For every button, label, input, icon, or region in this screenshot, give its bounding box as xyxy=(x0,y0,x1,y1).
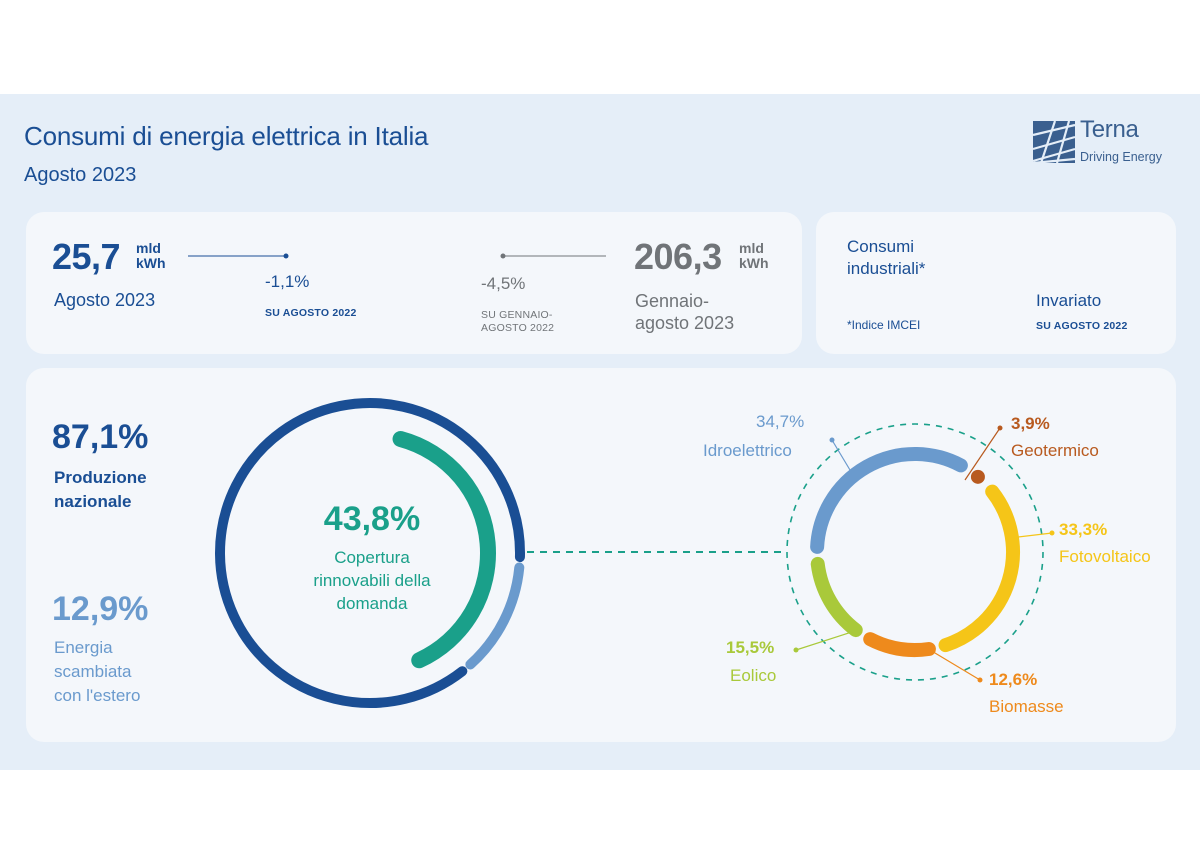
geo-pct: 3,9% xyxy=(1011,414,1050,433)
wind-arc xyxy=(810,556,863,638)
month-unit-line1: mld xyxy=(136,240,161,256)
ytd-change-arrow-dot xyxy=(500,253,506,259)
renewable-coverage-line1: Copertura xyxy=(334,548,410,567)
national-production-line2: nazionale xyxy=(54,492,132,511)
month-consumption-value: 25,7 xyxy=(52,236,121,277)
national-production-label: Produzione nazionale xyxy=(54,466,147,514)
solar-leader-dot xyxy=(1049,530,1055,536)
foreign-exchange-label: Energia scambiata con l'estero xyxy=(54,636,140,708)
month-unit: mld kWh xyxy=(136,241,166,271)
bio-pct: 12,6% xyxy=(989,670,1038,689)
month-label: Agosto 2023 xyxy=(54,290,156,310)
hydro-leader xyxy=(831,439,854,476)
industrial-status-ref: SU AGOSTO 2022 xyxy=(1036,320,1128,332)
renewable-coverage-line2: rinnovabili della xyxy=(313,571,431,590)
ytd-label-line2: agosto 2023 xyxy=(635,313,735,333)
industrial-status: Invariato xyxy=(1036,291,1102,310)
renewable-coverage-line3: domanda xyxy=(336,594,408,613)
summary-card xyxy=(26,212,802,354)
wind-leader xyxy=(795,629,859,651)
industrial-label-line1: Consumi xyxy=(847,237,915,256)
national-production-arc xyxy=(215,398,525,708)
bio-label: Biomasse xyxy=(989,697,1064,716)
solar-leader xyxy=(1009,532,1053,539)
geo-arc xyxy=(970,469,985,484)
geo-leader-dot xyxy=(997,425,1003,431)
bio-leader xyxy=(929,649,981,681)
industrial-card xyxy=(816,212,1176,354)
renewable-coverage-label: Copertura rinnovabili della domanda xyxy=(262,546,482,615)
ytd-change-ref-line1: SU GENNAIO- xyxy=(481,309,553,321)
solar-pct: 33,3% xyxy=(1059,520,1108,539)
month-change-ref: SU AGOSTO 2022 xyxy=(265,307,357,319)
wind-label: Eolico xyxy=(730,666,777,685)
hydro-leader-dot xyxy=(829,437,835,443)
hydro-arc xyxy=(810,447,968,554)
foreign-exchange-line3: con l'estero xyxy=(54,686,141,705)
industrial-label-line2: industriali* xyxy=(847,259,926,278)
hydro-label: Idroelettrico xyxy=(703,441,792,460)
wind-leader-dot xyxy=(793,647,799,653)
geo-leader xyxy=(964,427,1001,481)
foreign-exchange-pct: 12,9% xyxy=(52,590,149,628)
logo-tagline: Driving Energy xyxy=(1080,150,1162,164)
renewable-coverage-value: 43,8% xyxy=(323,500,421,538)
national-production-line1: Produzione xyxy=(54,468,147,487)
ytd-change-ref: SU GENNAIO- AGOSTO 2022 xyxy=(481,309,554,335)
wind-pct: 15,5% xyxy=(726,638,775,657)
ytd-change: -4,5% xyxy=(481,274,526,293)
month-change-arrow-dot xyxy=(283,253,289,259)
ytd-change-ref-line2: AGOSTO 2022 xyxy=(481,322,555,334)
foreign-exchange-line1: Energia xyxy=(54,638,113,657)
logo-word: Terna xyxy=(1080,116,1139,143)
ytd-label-line1: Gennaio- xyxy=(635,291,710,311)
industrial-footnote: *Indice IMCEI xyxy=(847,318,921,332)
national-production-pct: 87,1% xyxy=(52,418,149,456)
foreign-exchange-arc xyxy=(465,562,525,670)
solar-label: Fotovoltaico xyxy=(1059,547,1151,566)
industrial-label: Consumi industriali* xyxy=(847,236,925,280)
month-unit-line2: kWh xyxy=(136,255,166,271)
renewable-coverage-arc xyxy=(392,431,496,669)
bio-leader-dot xyxy=(977,677,983,683)
ytd-unit: mld kWh xyxy=(739,241,769,271)
ytd-unit-line2: kWh xyxy=(739,255,769,271)
geo-label: Geotermico xyxy=(1011,441,1099,460)
ytd-consumption-value: 206,3 xyxy=(634,236,722,277)
solar-arc xyxy=(938,484,1020,653)
page-subtitle: Agosto 2023 xyxy=(24,164,137,186)
foreign-exchange-line2: scambiata xyxy=(54,662,132,681)
bio-arc xyxy=(863,632,936,657)
ytd-label: Gennaio- agosto 2023 xyxy=(635,290,734,334)
hydro-pct: 34,7% xyxy=(756,412,805,431)
renewables-dashed-ring xyxy=(786,423,1044,681)
month-change: -1,1% xyxy=(265,272,310,291)
page-title: Consumi di energia elettrica in Italia xyxy=(24,121,429,151)
ytd-unit-line1: mld xyxy=(739,240,764,256)
